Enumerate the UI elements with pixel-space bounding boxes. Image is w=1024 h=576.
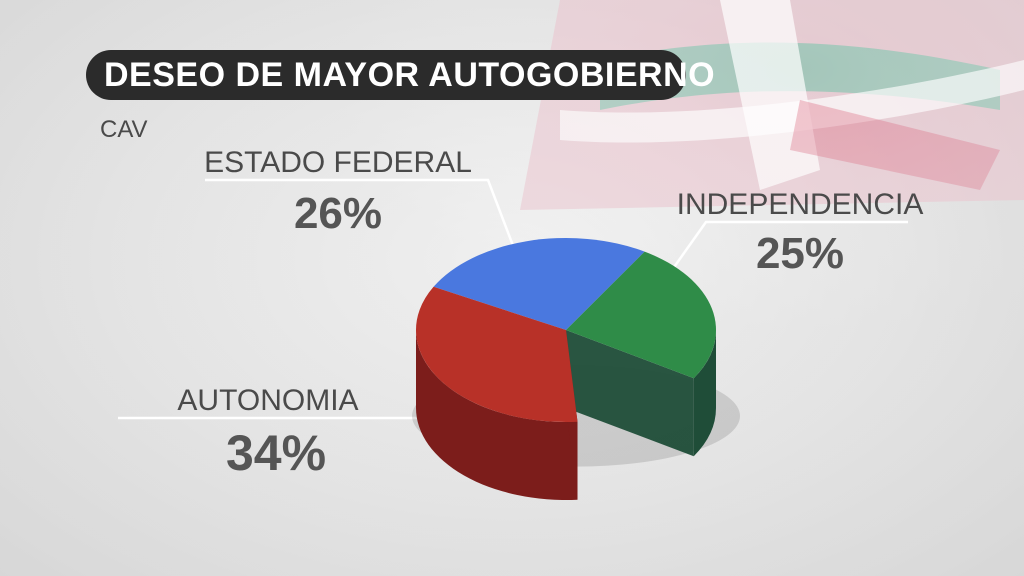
- value-autonomia: 34%: [226, 425, 326, 481]
- pie-cut-independencia: [566, 330, 694, 457]
- pie-side-autonomia: [416, 330, 578, 500]
- label-independencia: INDEPENDENCIA: [677, 188, 924, 221]
- pie-slice-independencia: [566, 251, 716, 379]
- pie-slice-estado-federal: [433, 238, 645, 330]
- chart-title: DESEO DE MAYOR AUTOGOBIERNO: [86, 50, 715, 100]
- chart-subtitle: CAV: [100, 116, 148, 143]
- label-autonomia: AUTONOMIA: [177, 384, 358, 417]
- value-estado-federal: 26%: [294, 189, 382, 238]
- pie-slice-autonomia: [416, 286, 578, 422]
- pie-side-independencia: [693, 330, 716, 457]
- value-independencia: 25%: [756, 229, 844, 278]
- label-estado-federal: ESTADO FEDERAL: [204, 146, 472, 179]
